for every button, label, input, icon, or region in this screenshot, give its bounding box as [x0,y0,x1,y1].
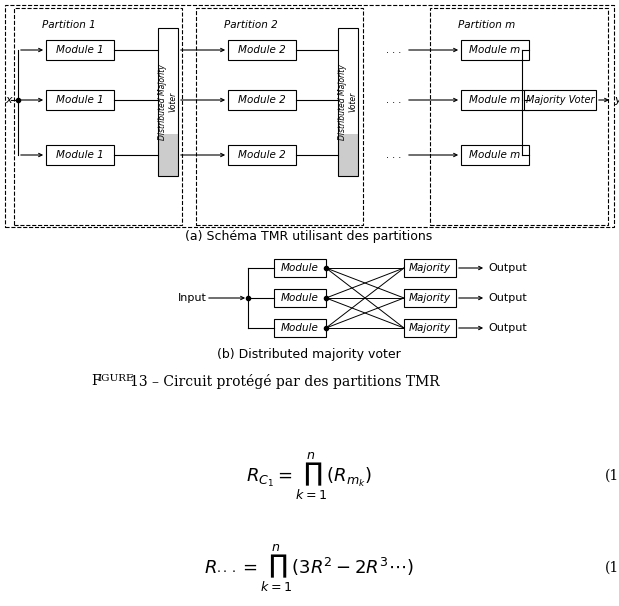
FancyBboxPatch shape [46,40,114,60]
Text: (16: (16 [605,469,619,483]
FancyBboxPatch shape [461,40,529,60]
FancyBboxPatch shape [338,28,358,134]
Text: F: F [91,374,101,388]
FancyBboxPatch shape [158,28,178,134]
Text: . . .: . . . [386,45,402,55]
Text: Module 2: Module 2 [238,95,286,105]
FancyBboxPatch shape [228,40,296,60]
Text: Majority Voter: Majority Voter [526,95,594,105]
FancyBboxPatch shape [404,259,456,277]
Text: Majority: Majority [409,263,451,273]
Text: Output: Output [488,323,527,333]
Text: Module: Module [281,323,319,333]
FancyBboxPatch shape [274,259,326,277]
Text: . . .: . . . [386,150,402,160]
FancyBboxPatch shape [274,289,326,307]
FancyBboxPatch shape [338,134,358,176]
FancyBboxPatch shape [228,90,296,110]
Text: Module m: Module m [469,95,521,105]
Text: Partition m: Partition m [458,20,515,30]
Text: Partition 2: Partition 2 [224,20,278,30]
Text: Distributed Majority
Voter: Distributed Majority Voter [158,64,178,140]
FancyBboxPatch shape [404,289,456,307]
Text: Majority: Majority [409,293,451,303]
FancyBboxPatch shape [524,90,596,110]
Text: Module 2: Module 2 [238,45,286,55]
Text: Module 1: Module 1 [56,45,104,55]
Text: Module m: Module m [469,45,521,55]
Text: (a) Schéma TMR utilisant des partitions: (a) Schéma TMR utilisant des partitions [185,230,433,243]
FancyBboxPatch shape [274,319,326,337]
Text: IGURE: IGURE [98,374,134,383]
Text: . . .: . . . [386,95,402,105]
Text: 13 – Circuit protégé par des partitions TMR: 13 – Circuit protégé par des partitions … [130,374,439,389]
FancyBboxPatch shape [404,319,456,337]
Text: Output: Output [488,263,527,273]
FancyBboxPatch shape [46,145,114,165]
FancyBboxPatch shape [228,145,296,165]
Text: Module 1: Module 1 [56,150,104,160]
Text: (b) Distributed majority voter: (b) Distributed majority voter [217,348,401,361]
Text: $R_{C_1} = \prod_{k=1}^{n}(R_{m_k})$: $R_{C_1} = \prod_{k=1}^{n}(R_{m_k})$ [246,450,372,502]
FancyBboxPatch shape [158,134,178,176]
Text: Module: Module [281,263,319,273]
FancyBboxPatch shape [461,90,529,110]
Text: Partition 1: Partition 1 [42,20,96,30]
Text: Module: Module [281,293,319,303]
Text: Module 1: Module 1 [56,95,104,105]
Text: x: x [5,95,12,105]
Text: y: y [614,95,619,105]
Text: (17: (17 [605,561,619,575]
Text: Module m: Module m [469,150,521,160]
Text: Output: Output [488,293,527,303]
Text: Input: Input [178,293,207,303]
Text: Module 2: Module 2 [238,150,286,160]
FancyBboxPatch shape [461,145,529,165]
Text: Majority: Majority [409,323,451,333]
Text: Distributed Majority
Voter: Distributed Majority Voter [339,64,358,140]
FancyBboxPatch shape [46,90,114,110]
Text: $R_{\cdot\cdot\cdot} = \prod_{k=1}^{n}(3R^2 - 2R^3\cdots)$: $R_{\cdot\cdot\cdot} = \prod_{k=1}^{n}(3… [204,542,414,594]
